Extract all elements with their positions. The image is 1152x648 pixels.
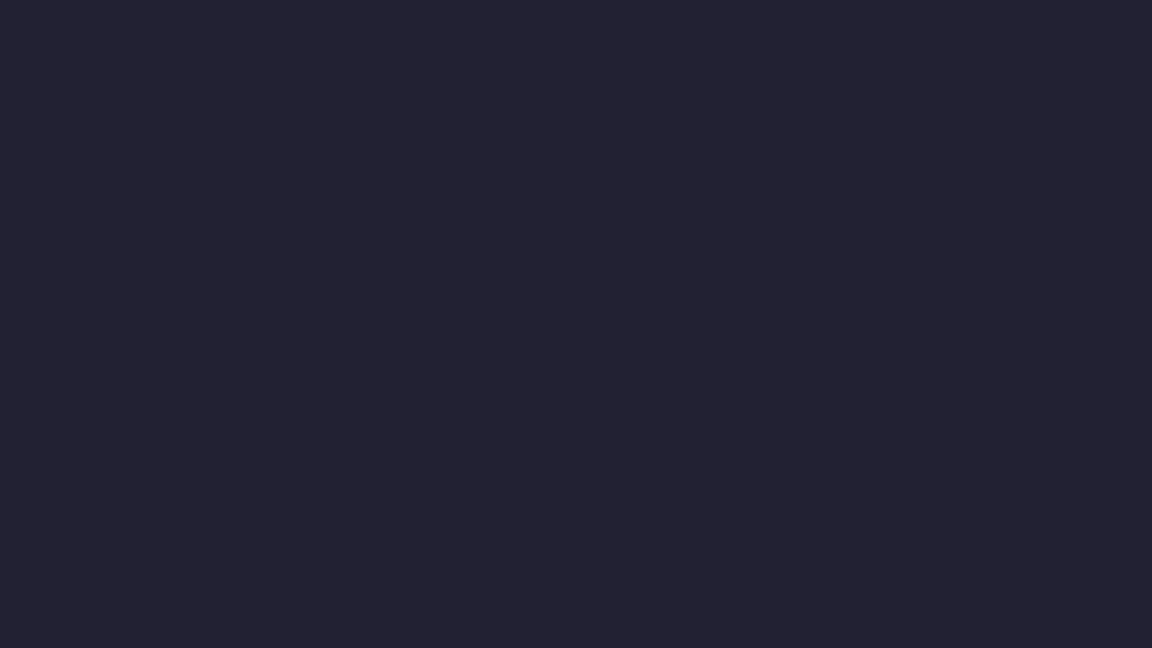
word-cloud [0, 0, 1152, 648]
